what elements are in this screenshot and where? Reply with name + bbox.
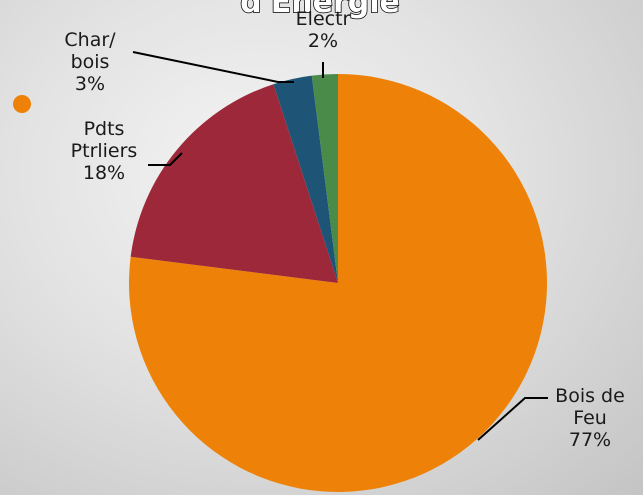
leader-line bbox=[132, 51, 294, 83]
slice-name-label: Bois de bbox=[555, 385, 625, 407]
leader-line bbox=[148, 152, 183, 166]
slice-percent-label: 77% bbox=[569, 429, 611, 451]
slice-name-label: Char/ bbox=[64, 29, 116, 51]
slice-name-label: Pdts bbox=[84, 118, 125, 140]
chart-title: d'Energie bbox=[240, 0, 400, 20]
slice-percent-label: 3% bbox=[75, 73, 105, 95]
slice-name-label: Ptrliers bbox=[71, 140, 138, 162]
slice-name-label: bois bbox=[71, 51, 110, 73]
bullet-dot-icon bbox=[13, 95, 31, 113]
pie-slice bbox=[129, 74, 548, 492]
slice-percent-label: 18% bbox=[83, 162, 125, 184]
pie-slice bbox=[311, 74, 338, 283]
slice-percent-label: 2% bbox=[308, 30, 338, 52]
slice-name-label: Electr bbox=[296, 8, 351, 30]
pie-slice bbox=[130, 84, 338, 283]
leader-line bbox=[477, 397, 548, 441]
slice-name-label: Feu bbox=[573, 407, 607, 429]
pie-slice bbox=[273, 75, 338, 283]
